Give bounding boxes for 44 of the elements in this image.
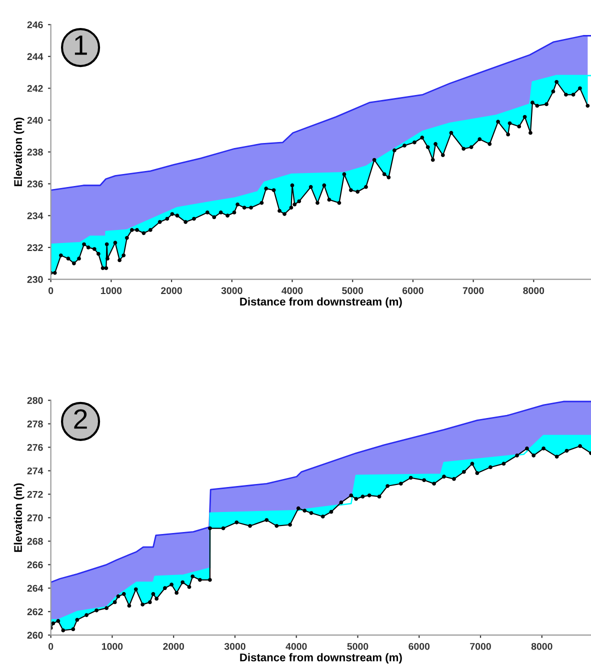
y-axis-title: Elevation (m)	[14, 483, 24, 552]
y-tick-label: 244	[27, 53, 44, 60]
y-tick-label: 262	[27, 608, 43, 616]
y-tick-label: 238	[27, 148, 43, 156]
y-tick-label: 240	[27, 116, 43, 124]
x-tick-label: 6000	[402, 287, 424, 294]
x-tick-label: 8000	[523, 287, 544, 294]
y-tick-label: 274	[27, 467, 44, 474]
x-axis-title: Distance from downstream (m)	[240, 297, 402, 308]
y-tick-label: 230	[27, 276, 43, 283]
y-tick-label: 246	[27, 21, 43, 28]
annotation: 2	[74, 409, 87, 429]
x-tick-label: 2000	[163, 642, 184, 650]
x-tick-label: 3000	[221, 287, 242, 294]
annotation: 1	[74, 36, 87, 55]
y-tick-label: 268	[27, 538, 43, 545]
x-tick-label: 8000	[531, 642, 552, 650]
x-tick-label: 1000	[100, 287, 122, 294]
x-tick-label: 5000	[342, 287, 364, 294]
x-axis-title: Distance from downstream (m)	[240, 653, 402, 664]
y-tick-label: 276	[27, 444, 43, 451]
x-tick-label: 0	[48, 287, 54, 294]
x-tick-label: 7000	[462, 287, 484, 294]
y-tick-label: 260	[27, 632, 43, 639]
y-tick-label: 280	[27, 397, 43, 404]
y-tick-label: 272	[27, 490, 43, 498]
y-tick-label: 242	[27, 85, 43, 92]
y-axis-title: Elevation (m)	[14, 118, 24, 186]
x-tick-label: 6000	[408, 642, 430, 650]
x-tick-label: 7000	[470, 642, 491, 650]
y-tick-label: 270	[27, 514, 43, 522]
y-tick-label: 232	[27, 244, 43, 252]
y-tick-label: 266	[27, 561, 43, 568]
y-tick-label: 278	[27, 420, 43, 428]
x-tick-label: 3000	[224, 642, 246, 650]
x-tick-label: 5000	[347, 642, 368, 650]
x-tick-label: 4000	[286, 642, 307, 650]
y-tick-label: 236	[27, 180, 43, 188]
x-tick-label: 2000	[161, 287, 182, 294]
x-tick-label: 1000	[102, 642, 123, 650]
x-tick-label: 4000	[282, 287, 303, 294]
x-tick-label: 0	[48, 642, 54, 650]
y-tick-label: 234	[27, 212, 44, 220]
y-tick-label: 264	[27, 584, 44, 592]
